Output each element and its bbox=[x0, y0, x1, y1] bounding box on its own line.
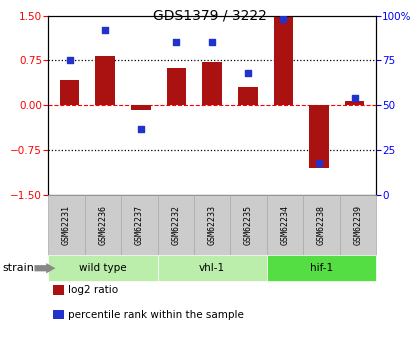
Text: GSM62235: GSM62235 bbox=[244, 205, 253, 245]
Text: wild type: wild type bbox=[79, 263, 127, 273]
Point bbox=[66, 58, 73, 63]
Text: log2 ratio: log2 ratio bbox=[68, 285, 118, 295]
Point bbox=[244, 70, 251, 76]
Text: vhl-1: vhl-1 bbox=[199, 263, 225, 273]
Bar bbox=[95, 56, 115, 105]
Point bbox=[102, 27, 109, 33]
Text: percentile rank within the sample: percentile rank within the sample bbox=[68, 310, 244, 319]
Text: GSM62231: GSM62231 bbox=[62, 205, 71, 245]
Bar bbox=[345, 101, 364, 105]
Point bbox=[137, 126, 144, 131]
Bar bbox=[238, 87, 257, 105]
Bar bbox=[131, 105, 151, 110]
Text: GSM62233: GSM62233 bbox=[207, 205, 217, 245]
Text: GSM62238: GSM62238 bbox=[317, 205, 326, 245]
Text: hif-1: hif-1 bbox=[310, 263, 333, 273]
Point bbox=[280, 16, 287, 22]
Point bbox=[209, 40, 215, 45]
Text: GDS1379 / 3222: GDS1379 / 3222 bbox=[153, 9, 267, 23]
Bar bbox=[60, 80, 79, 105]
Text: strain: strain bbox=[2, 263, 34, 273]
Text: GSM62234: GSM62234 bbox=[281, 205, 289, 245]
Bar bbox=[309, 105, 329, 168]
Text: GSM62232: GSM62232 bbox=[171, 205, 180, 245]
Text: GSM62237: GSM62237 bbox=[135, 205, 144, 245]
Point bbox=[315, 160, 322, 165]
Point bbox=[351, 95, 358, 101]
Text: GSM62239: GSM62239 bbox=[353, 205, 362, 245]
Bar bbox=[273, 17, 293, 105]
Bar bbox=[167, 68, 186, 105]
Text: GSM62236: GSM62236 bbox=[98, 205, 108, 245]
Point bbox=[173, 40, 180, 45]
Bar bbox=[202, 61, 222, 105]
